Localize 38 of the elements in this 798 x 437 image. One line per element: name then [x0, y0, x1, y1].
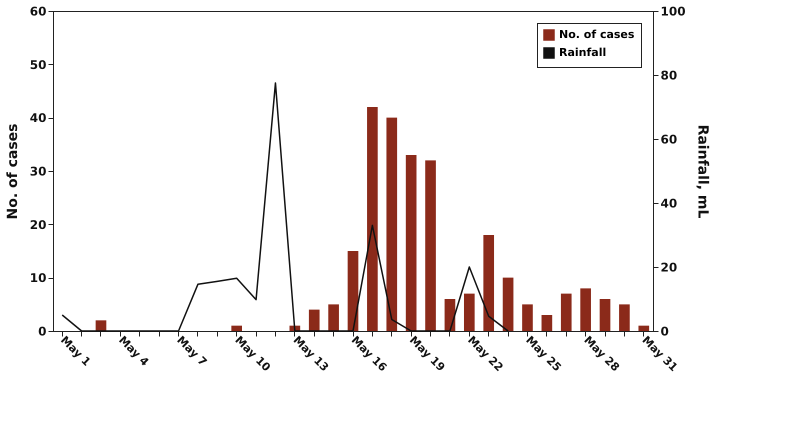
- bar: [638, 326, 650, 331]
- bar: [348, 251, 358, 331]
- bar: [619, 304, 630, 331]
- bar: [231, 326, 242, 331]
- y-tick-label: 10: [30, 271, 46, 286]
- y-axis-title: No. of cases: [4, 123, 21, 220]
- bar: [542, 315, 552, 331]
- bar: [367, 107, 378, 331]
- bar: [386, 118, 398, 331]
- y-tick-label: 40: [30, 111, 46, 126]
- y-tick-label: 0: [38, 324, 46, 338]
- y-tick-label: 60: [30, 4, 46, 18]
- bar: [308, 310, 320, 331]
- y2-tick-label: 60: [660, 132, 678, 146]
- bar: [502, 278, 514, 331]
- y2-tick-label: 20: [660, 260, 678, 274]
- y2-tick-label: 0: [660, 324, 669, 338]
- y2-axis-title: Rainfall, mL: [694, 124, 711, 218]
- bar: [425, 160, 436, 331]
- bar: [96, 320, 106, 331]
- y2-tick-label: 80: [660, 68, 678, 82]
- bar: [483, 235, 494, 331]
- y2-tick-label: 40: [660, 196, 678, 210]
- bar: [464, 294, 475, 331]
- bar: [580, 288, 591, 331]
- bar: [444, 299, 456, 331]
- y-tick-label: 20: [30, 218, 46, 232]
- legend-label: Rainfall: [559, 46, 606, 59]
- bar: [522, 304, 533, 331]
- line-series: [61, 82, 509, 332]
- y2-tick-label: 100: [660, 4, 686, 18]
- y-tick-label: 30: [30, 164, 46, 178]
- bar: [328, 304, 339, 331]
- bar: [406, 155, 416, 331]
- legend-label: No. of cases: [559, 28, 635, 41]
- bar: [600, 299, 610, 331]
- y-tick-label: 50: [30, 58, 46, 72]
- bar: [560, 294, 572, 331]
